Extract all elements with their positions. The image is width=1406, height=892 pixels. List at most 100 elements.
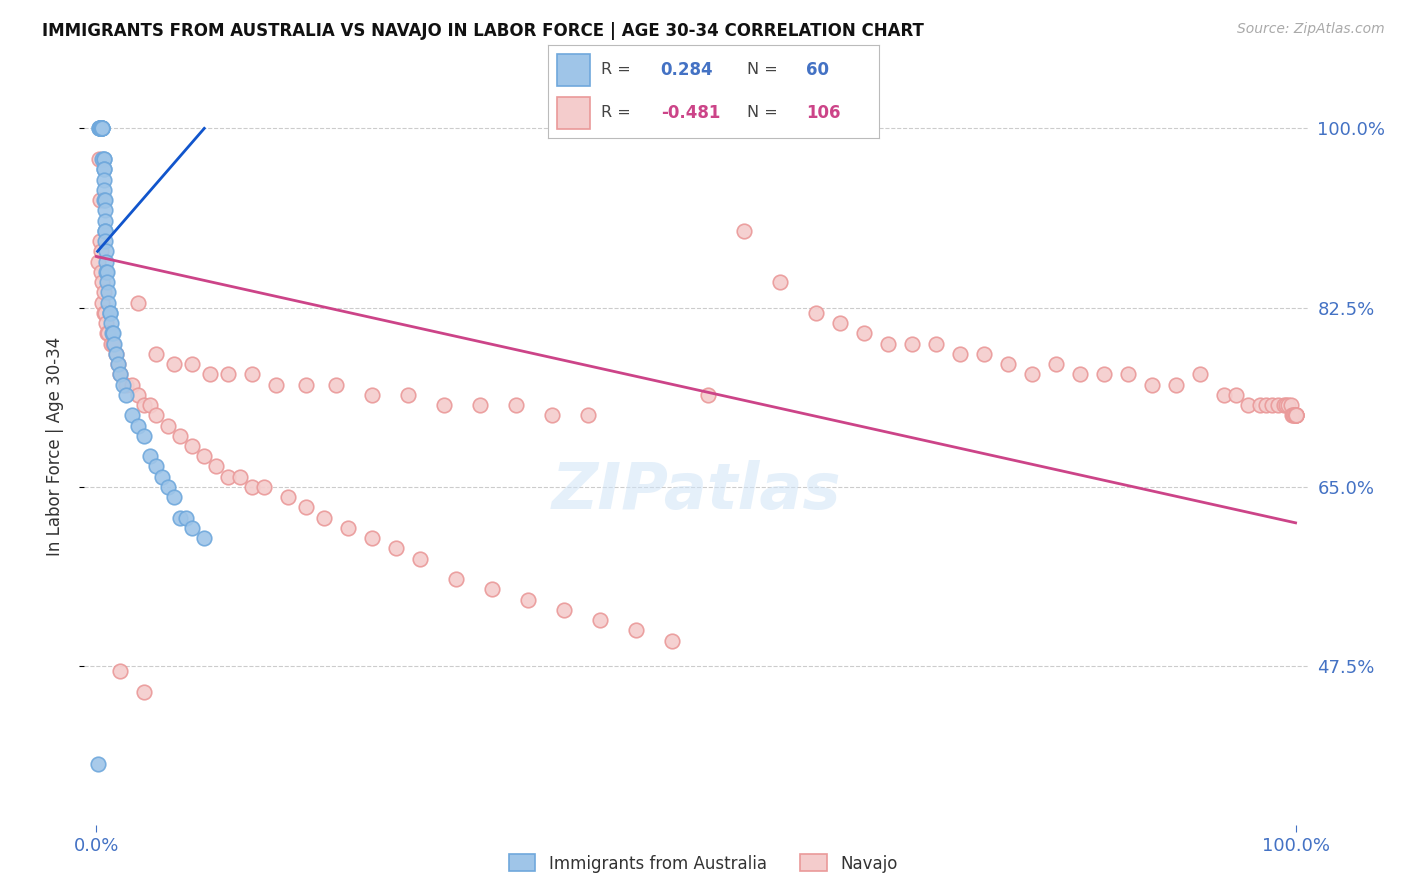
Point [181, 439, 204, 453]
Point [295, 500, 318, 515]
Point [925, 336, 948, 351]
Point [1281, 409, 1303, 423]
Point [139, 398, 162, 412]
Point [145, 347, 167, 361]
Point [93, 183, 115, 197]
Point [93, 162, 115, 177]
Point [89, 121, 111, 136]
Point [100, 316, 122, 330]
Point [86, 756, 108, 771]
Point [1284, 409, 1306, 423]
Point [94, 265, 117, 279]
Point [93, 224, 117, 238]
Point [93, 193, 117, 207]
Point [973, 347, 995, 361]
Point [97, 326, 120, 341]
Point [337, 521, 360, 535]
Point [1275, 398, 1298, 412]
Point [93, 224, 117, 238]
Point [93, 152, 115, 166]
Point [852, 326, 875, 341]
Point [541, 409, 564, 423]
Point [1284, 409, 1306, 423]
Point [240, 368, 263, 382]
Point [1021, 368, 1043, 382]
Point [101, 326, 124, 341]
Point [110, 665, 132, 679]
Text: N =: N = [747, 105, 778, 120]
Point [110, 368, 132, 382]
Point [121, 377, 143, 392]
Point [115, 388, 138, 402]
Point [1284, 409, 1306, 423]
Point [229, 469, 252, 483]
Point [1282, 409, 1305, 423]
Point [1254, 398, 1277, 412]
Point [91, 121, 114, 136]
Text: R =: R = [602, 105, 631, 120]
Text: -0.481: -0.481 [661, 104, 720, 122]
Point [1116, 368, 1139, 382]
Point [1225, 388, 1247, 402]
Point [1092, 368, 1115, 382]
Point [325, 377, 347, 392]
Point [103, 336, 125, 351]
Point [697, 388, 720, 402]
Point [87, 121, 110, 136]
Point [93, 285, 115, 300]
Point [91, 152, 114, 166]
Point [1212, 388, 1234, 402]
Point [876, 336, 898, 351]
Point [90, 244, 112, 259]
Point [264, 377, 287, 392]
Point [361, 388, 384, 402]
Point [1069, 368, 1091, 382]
Point [517, 592, 540, 607]
Point [181, 521, 204, 535]
Point [115, 377, 138, 392]
Point [134, 685, 156, 699]
Point [139, 449, 162, 463]
Point [121, 409, 143, 423]
Point [91, 275, 114, 289]
Point [1284, 409, 1306, 423]
Point [89, 121, 111, 136]
Point [89, 193, 111, 207]
Point [145, 459, 167, 474]
Point [94, 244, 117, 259]
Point [1272, 398, 1295, 412]
Point [661, 633, 683, 648]
Point [1045, 357, 1067, 371]
Point [217, 368, 239, 382]
Point [1284, 409, 1306, 423]
Point [1279, 398, 1302, 412]
Point [769, 275, 792, 289]
Point [949, 347, 972, 361]
Point [157, 480, 180, 494]
Point [107, 357, 129, 371]
Point [110, 368, 132, 382]
Text: Source: ZipAtlas.com: Source: ZipAtlas.com [1237, 22, 1385, 37]
Point [89, 234, 111, 248]
Point [505, 398, 527, 412]
Point [101, 336, 124, 351]
Point [468, 398, 491, 412]
Point [93, 306, 117, 320]
Point [385, 541, 408, 556]
Point [93, 234, 117, 248]
Point [127, 388, 149, 402]
Text: N =: N = [747, 62, 778, 78]
Text: IMMIGRANTS FROM AUSTRALIA VS NAVAJO IN LABOR FORCE | AGE 30-34 CORRELATION CHART: IMMIGRANTS FROM AUSTRALIA VS NAVAJO IN L… [42, 22, 924, 40]
Point [1277, 398, 1299, 412]
Point [181, 357, 204, 371]
Point [553, 603, 575, 617]
Point [97, 295, 120, 310]
Point [93, 193, 115, 207]
Point [444, 572, 467, 586]
Point [90, 121, 112, 136]
Point [409, 551, 432, 566]
Point [89, 121, 111, 136]
Point [200, 368, 222, 382]
Text: 106: 106 [806, 104, 841, 122]
Point [134, 429, 156, 443]
